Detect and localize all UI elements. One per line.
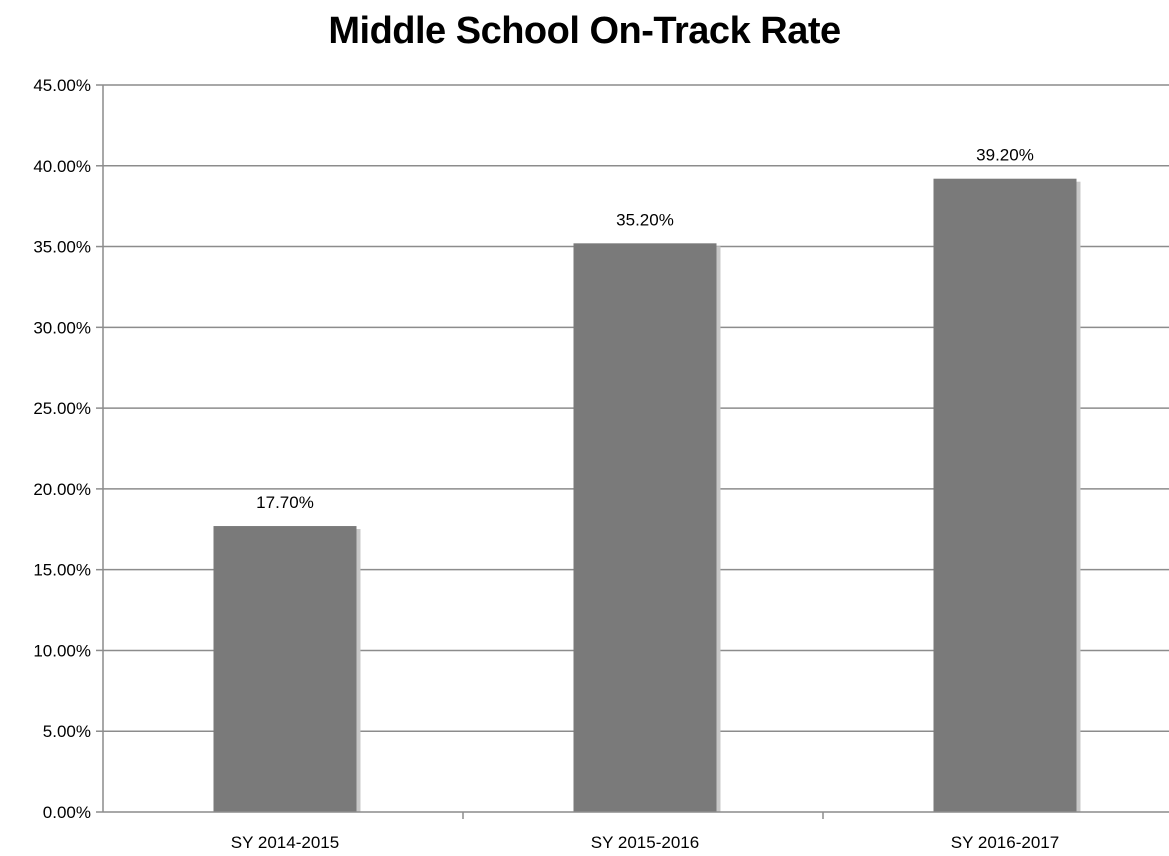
bars (213, 178, 1081, 813)
labels: 0.00% 5.00% 10.00% 15.00% 20.00% 25.00% 30.00%… (33, 76, 1059, 852)
data-label: 17.70% (256, 493, 314, 512)
y-tick-label: 0.00% (43, 803, 91, 822)
y-tick-label: 25.00% (33, 399, 91, 418)
chart-title: Middle School On-Track Rate (328, 10, 841, 52)
y-tick-label: 30.00% (33, 318, 91, 337)
y-tick-label: 35.00% (33, 238, 91, 257)
y-tick-label: 20.00% (33, 480, 91, 499)
x-category-label: SY 2016-2017 (951, 833, 1059, 852)
x-category-label: SY 2015-2016 (591, 833, 699, 852)
bar (573, 243, 717, 812)
y-tick-label: 15.00% (33, 561, 91, 580)
y-tick-label: 10.00% (33, 641, 91, 660)
x-category-label: SY 2014-2015 (231, 833, 339, 852)
y-tick-label: 45.00% (33, 76, 91, 95)
bar (933, 178, 1077, 813)
axes (96, 84, 1169, 819)
y-tick-label: 5.00% (43, 722, 91, 741)
data-label: 35.20% (616, 210, 674, 229)
bar (213, 526, 357, 812)
data-label: 39.20% (976, 146, 1034, 165)
y-tick-label: 40.00% (33, 157, 91, 176)
